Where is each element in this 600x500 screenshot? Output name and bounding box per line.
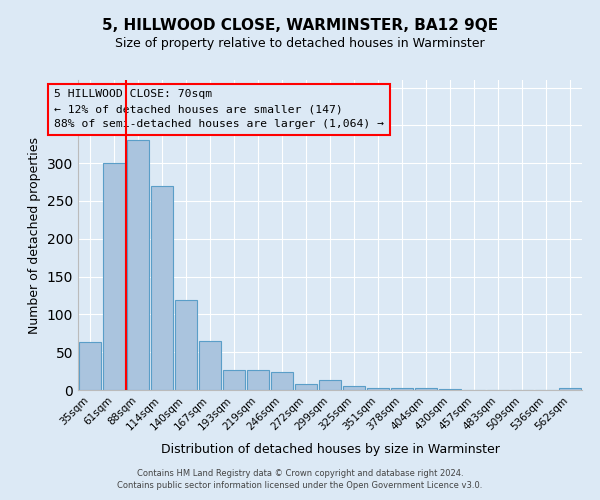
- Bar: [175, 300, 197, 390]
- Text: Contains public sector information licensed under the Open Government Licence v3: Contains public sector information licen…: [118, 481, 482, 490]
- Text: Contains HM Land Registry data © Crown copyright and database right 2024.: Contains HM Land Registry data © Crown c…: [137, 468, 463, 477]
- Bar: [343, 386, 365, 390]
- Bar: [79, 342, 101, 390]
- Bar: [415, 388, 437, 390]
- Bar: [439, 389, 461, 390]
- Bar: [199, 341, 221, 390]
- Bar: [391, 388, 413, 390]
- Bar: [127, 140, 149, 390]
- Bar: [103, 163, 125, 390]
- Bar: [271, 372, 293, 390]
- Bar: [223, 370, 245, 390]
- Bar: [559, 388, 581, 390]
- X-axis label: Distribution of detached houses by size in Warminster: Distribution of detached houses by size …: [161, 443, 499, 456]
- Y-axis label: Number of detached properties: Number of detached properties: [28, 136, 41, 334]
- Text: 5 HILLWOOD CLOSE: 70sqm
← 12% of detached houses are smaller (147)
88% of semi-d: 5 HILLWOOD CLOSE: 70sqm ← 12% of detache…: [54, 90, 384, 129]
- Bar: [295, 384, 317, 390]
- Bar: [151, 186, 173, 390]
- Text: 5, HILLWOOD CLOSE, WARMINSTER, BA12 9QE: 5, HILLWOOD CLOSE, WARMINSTER, BA12 9QE: [102, 18, 498, 32]
- Text: Size of property relative to detached houses in Warminster: Size of property relative to detached ho…: [115, 38, 485, 51]
- Bar: [319, 380, 341, 390]
- Bar: [367, 388, 389, 390]
- Bar: [247, 370, 269, 390]
